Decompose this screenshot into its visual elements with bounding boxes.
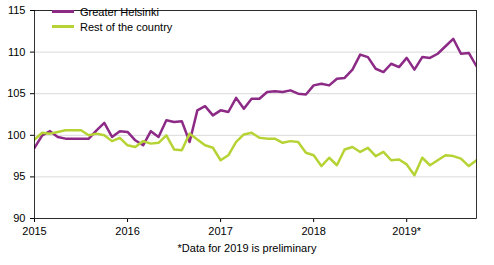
svg-text:2016: 2016 xyxy=(115,225,139,237)
svg-text:2015: 2015 xyxy=(22,225,46,237)
svg-text:2018: 2018 xyxy=(301,225,325,237)
svg-text:100: 100 xyxy=(7,129,25,141)
svg-text:2019*: 2019* xyxy=(392,225,421,237)
svg-text:2017: 2017 xyxy=(208,225,232,237)
svg-text:115: 115 xyxy=(8,4,26,16)
svg-text:90: 90 xyxy=(13,212,25,224)
svg-text:105: 105 xyxy=(7,87,25,99)
html-text:Greater Helsinki: Greater Helsinki xyxy=(80,5,159,18)
svg-text:110: 110 xyxy=(8,46,26,58)
svg-text:95: 95 xyxy=(13,170,25,182)
html-text:Rest of the country: Rest of the country xyxy=(80,20,173,33)
html-text:*Data for 2019 is preliminary: *Data for 2019 is preliminary xyxy=(177,242,317,254)
